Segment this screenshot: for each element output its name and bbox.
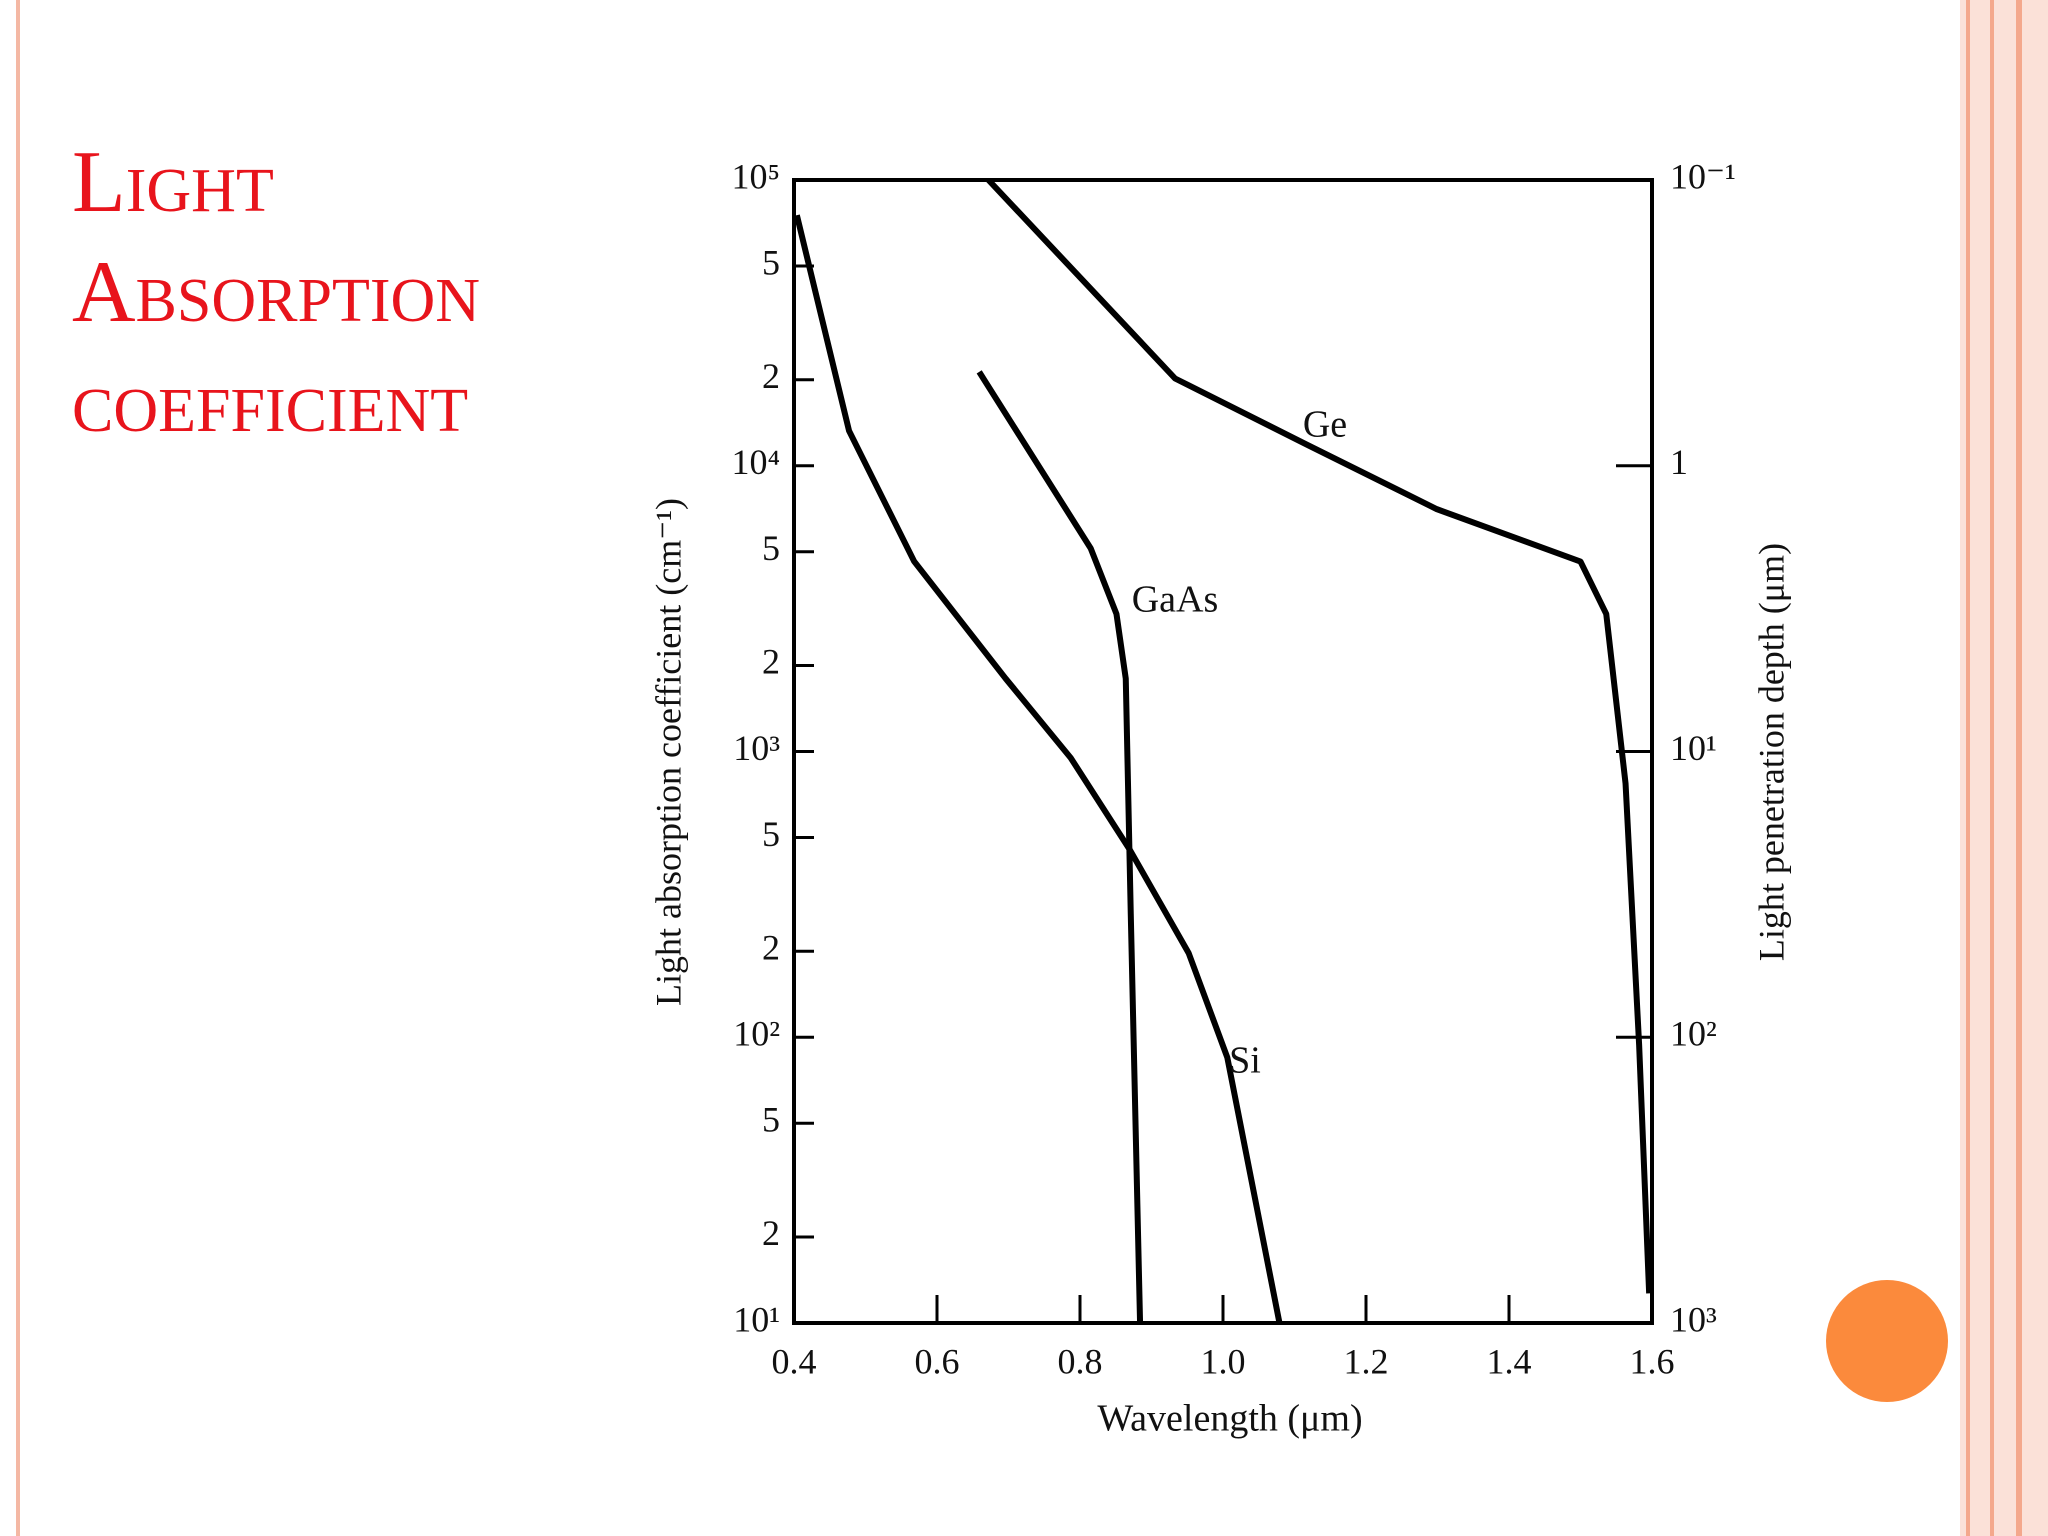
- y-tick-label: 10²: [733, 1014, 780, 1054]
- y2-tick-label: 10³: [1670, 1299, 1717, 1339]
- slide-title: Light Absorption coefficient: [72, 134, 481, 451]
- series-line: [793, 214, 1283, 1324]
- x-axis-label: Wavelength (μm): [1097, 1398, 1362, 1440]
- y-tick-label: 10⁴: [731, 442, 780, 482]
- series-label: GaAs: [1132, 579, 1219, 621]
- right-stripe: [1966, 0, 1970, 1536]
- decor-circle: [1826, 1280, 1948, 1402]
- y-tick-label: 2: [762, 356, 780, 396]
- x-tick-label: 1.6: [1630, 1341, 1675, 1381]
- y-axis-label: Light absorption coefficient (cm⁻¹): [648, 498, 688, 1006]
- y2-tick-label: 10⁻¹: [1670, 156, 1736, 196]
- x-tick-label: 0.4: [772, 1341, 817, 1381]
- y-tick-label: 10⁵: [731, 156, 780, 196]
- y-tick-label: 5: [762, 242, 780, 282]
- left-border: [16, 0, 20, 1536]
- series-line: [976, 370, 1144, 1324]
- y-tick-label: 5: [762, 1100, 780, 1140]
- x-tick-label: 0.6: [915, 1341, 960, 1381]
- y-tick-label: 2: [762, 927, 780, 967]
- x-tick-label: 1.2: [1344, 1341, 1389, 1381]
- y2-tick-label: 1: [1670, 442, 1688, 482]
- y-tick-label: 2: [762, 642, 780, 682]
- y2-tick-label: 10²: [1670, 1014, 1717, 1054]
- y-tick-label: 10¹: [733, 1299, 780, 1339]
- right-stripe: [1990, 0, 1994, 1536]
- y-tick-label: 10³: [733, 728, 780, 768]
- series-label: Ge: [1303, 404, 1347, 446]
- y-tick-label: 5: [762, 528, 780, 568]
- y2-tick-label: 10¹: [1670, 728, 1717, 768]
- x-tick-label: 0.8: [1058, 1341, 1103, 1381]
- plot-frame: [792, 178, 1654, 1325]
- right-band: [1960, 0, 2048, 1536]
- y-tick-label: 2: [762, 1213, 780, 1253]
- series-label: Si: [1229, 1040, 1261, 1082]
- x-tick-label: 1.4: [1487, 1341, 1532, 1381]
- x-tick-label: 1.0: [1201, 1341, 1246, 1381]
- y-tick-label: 5: [762, 814, 780, 854]
- right-stripe: [2016, 0, 2022, 1536]
- y2-axis-label: Light penetration depth (μm): [1751, 543, 1791, 961]
- series-line: [986, 177, 1653, 1294]
